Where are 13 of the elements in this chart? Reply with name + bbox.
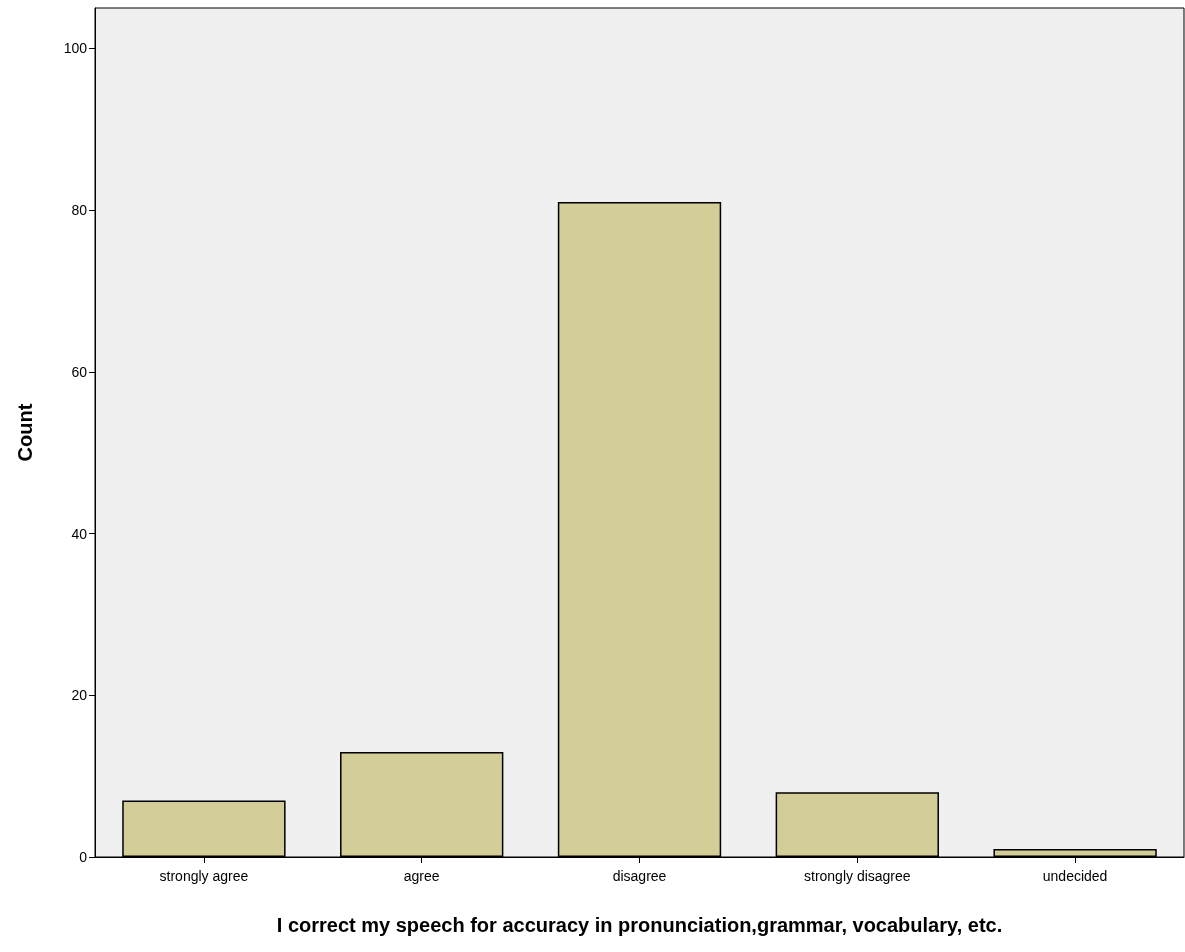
- x-tick-label: undecided: [1042, 868, 1108, 884]
- y-tick-label: 100: [63, 40, 88, 57]
- x-axis-title: I correct my speech for accuracy in pronunciation,grammar, vocabulary, etc.: [276, 914, 1003, 936]
- y-axis-title: Count: [14, 403, 36, 462]
- y-tick-label: 20: [71, 687, 88, 704]
- y-tick-label: 60: [71, 363, 88, 380]
- x-tick-label: agree: [403, 868, 440, 884]
- x-tick-label: disagree: [612, 868, 667, 884]
- x-tick-label: strongly agree: [159, 868, 249, 884]
- y-tick-label: 40: [71, 525, 88, 542]
- y-tick-label: 80: [71, 202, 88, 219]
- y-tick-label: 0: [79, 849, 88, 865]
- x-tick-label: strongly disagree: [803, 868, 911, 884]
